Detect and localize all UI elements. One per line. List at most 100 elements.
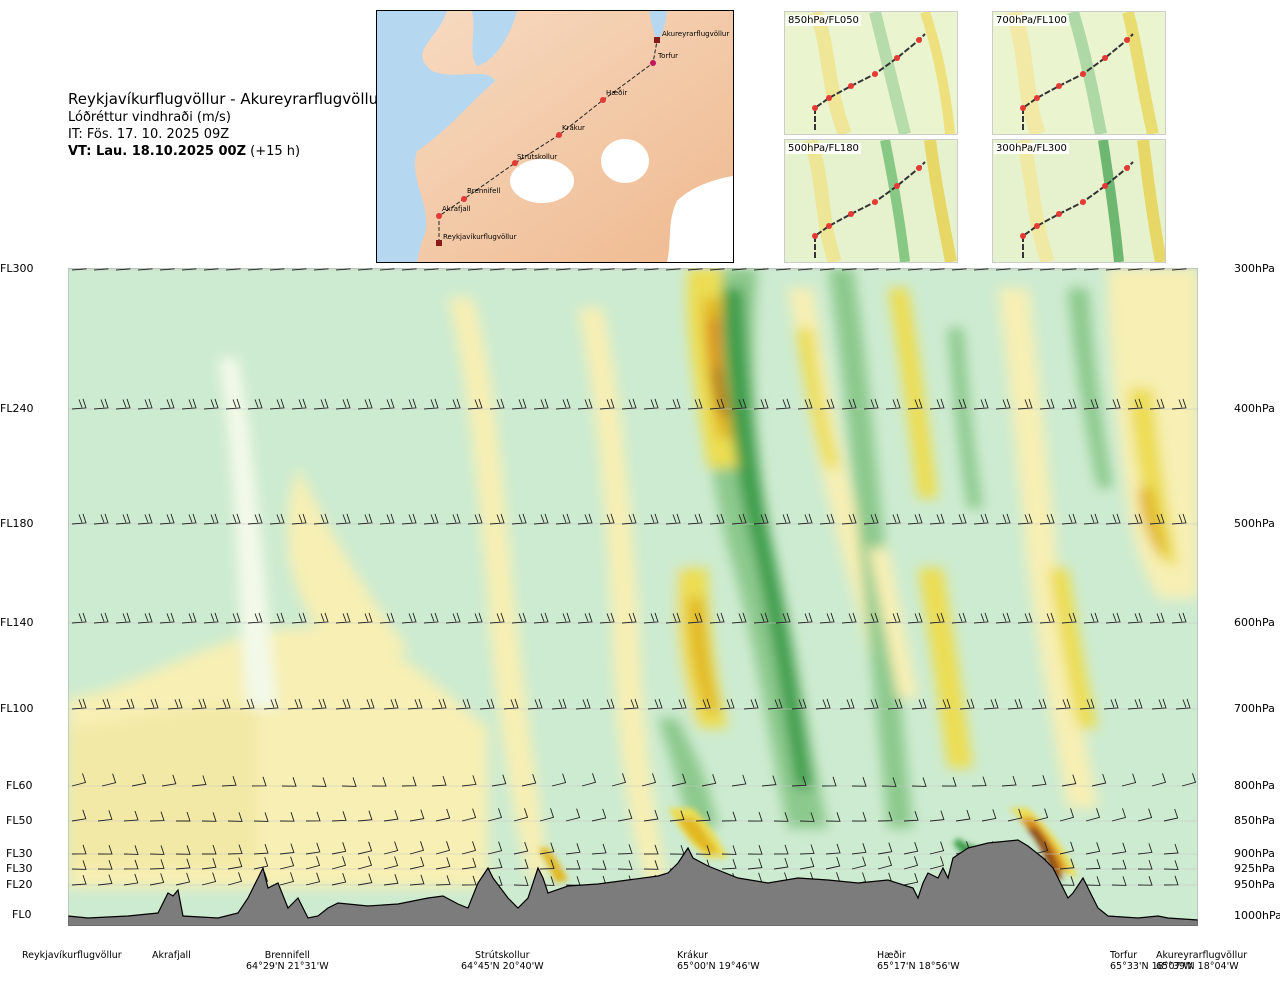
wind-barb <box>753 513 769 525</box>
wind-barb <box>721 811 737 822</box>
mini-map-label: 850hPa/FL050 <box>786 15 861 26</box>
route-label-akrafjall: Akrafjall <box>442 205 471 213</box>
terrain-profile <box>67 839 1199 927</box>
location-label: Reykjavíkurflugvöllur <box>22 950 122 961</box>
wind-barb <box>819 398 835 410</box>
wind-barb <box>93 612 109 624</box>
wind-barb <box>973 398 989 410</box>
wind-barb <box>95 698 111 710</box>
wind-barb <box>181 398 197 410</box>
wind-barb <box>907 398 923 410</box>
wind-barb <box>491 774 507 787</box>
marker-strutskollur <box>512 160 518 166</box>
wind-barb <box>341 777 357 787</box>
wind-barb <box>617 844 633 855</box>
wind-barb <box>357 856 373 870</box>
wind-barb <box>331 872 347 886</box>
wind-barb <box>1111 808 1127 822</box>
wind-barb <box>903 856 919 870</box>
wind-barb <box>1055 698 1071 710</box>
wind-barb <box>935 698 951 710</box>
wind-barb <box>513 841 529 855</box>
wind-barb <box>357 612 373 624</box>
wind-barb <box>665 612 681 624</box>
wind-barb <box>797 513 813 525</box>
wind-barb <box>1151 698 1167 710</box>
route-markers <box>436 37 660 246</box>
wind-barb <box>311 777 327 787</box>
wind-barb <box>617 860 633 870</box>
wind-barb <box>401 513 417 525</box>
wind-barb <box>331 856 347 870</box>
wind-barb <box>253 812 269 822</box>
wind-barb <box>461 775 477 787</box>
wind-barb <box>435 875 451 886</box>
mini-map-700: 700hPa/FL100 <box>992 11 1166 135</box>
wind-barb <box>799 844 815 855</box>
wind-barb <box>191 775 207 787</box>
wind-barb <box>617 809 633 822</box>
glacier-vatnajokull <box>667 176 733 262</box>
wind-barb <box>959 698 975 710</box>
wind-barb <box>1171 513 1187 525</box>
wind-barb <box>731 398 747 410</box>
wind-barb <box>951 398 967 410</box>
wind-barb <box>983 698 999 710</box>
wind-barb <box>445 513 461 525</box>
wind-barb <box>565 843 581 855</box>
marker-brennifell <box>461 196 467 202</box>
wind-barb <box>731 612 747 624</box>
wind-barb <box>331 842 347 855</box>
marker-akureyri <box>654 37 660 43</box>
wind-barb <box>719 698 735 710</box>
wind-barb <box>929 513 945 525</box>
wind-barb <box>1105 612 1121 624</box>
wind-barb <box>383 874 399 886</box>
fl-label-30b: FL30 <box>6 862 33 875</box>
wind-barb <box>767 698 783 710</box>
wind-barb <box>1059 858 1075 870</box>
wind-barb <box>951 612 967 624</box>
wind-barb <box>225 612 241 624</box>
wind-barb <box>445 612 461 624</box>
wind-barb <box>643 844 659 855</box>
sea-west <box>377 11 495 262</box>
wind-barb <box>911 698 927 710</box>
location-label: Hæðir 65°17'N 18°56'W <box>877 950 960 972</box>
vertical-velocity-field <box>68 268 1198 888</box>
eyjafjordur <box>649 11 667 41</box>
wind-barb <box>305 856 321 870</box>
hpa-label-900: 900hPa <box>1234 847 1275 860</box>
wind-barb <box>175 872 191 886</box>
wind-barb <box>379 513 395 525</box>
wind-barb <box>181 612 197 624</box>
wind-barb <box>885 398 901 410</box>
hpa-label-700: 700hPa <box>1234 702 1275 715</box>
wind-barb <box>1001 775 1017 787</box>
wind-barb <box>1039 398 1055 410</box>
wind-barb <box>1033 841 1049 855</box>
wind-barb <box>1059 841 1075 855</box>
fl-label-30a: FL30 <box>6 847 33 860</box>
wind-barb <box>903 873 919 886</box>
route-label-krakur: Krákur <box>562 124 585 132</box>
wind-barb <box>539 842 555 855</box>
wind-barb <box>799 857 815 870</box>
wind-barb <box>203 398 219 410</box>
wind-barb <box>929 841 945 855</box>
wind-barb <box>721 845 737 855</box>
route-label-torfur: Torfur <box>657 52 678 60</box>
hpa-label-800: 800hPa <box>1234 779 1275 792</box>
wind-barb <box>281 777 297 787</box>
wind-barb <box>251 776 267 787</box>
wind-barb <box>621 398 637 410</box>
wind-barb <box>487 808 503 822</box>
wind-barb <box>455 698 471 710</box>
wind-barb <box>1127 698 1143 710</box>
wind-barb <box>643 398 659 410</box>
wind-barb <box>929 810 945 822</box>
wind-barb <box>291 513 307 525</box>
marker-akrafjall <box>436 213 442 219</box>
wind-barb <box>851 843 867 855</box>
wind-barb <box>565 808 581 822</box>
